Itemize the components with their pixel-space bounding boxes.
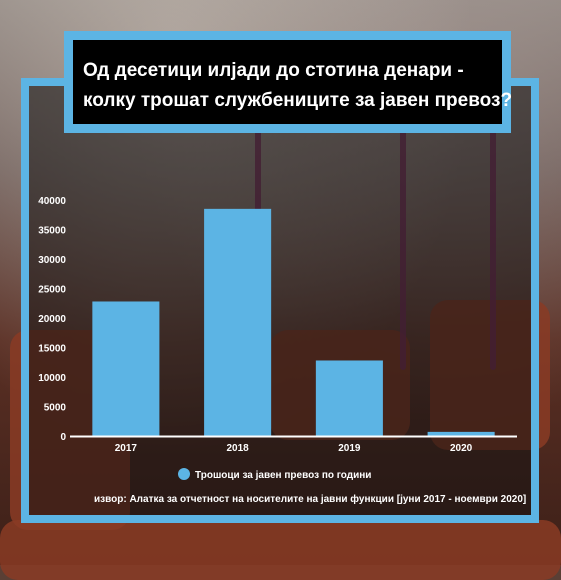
y-tick-label: 25000 [38, 285, 66, 296]
y-tick-label: 20000 [38, 314, 66, 325]
y-tick-label: 35000 [38, 226, 66, 237]
chart-panel [29, 86, 531, 515]
x-tick-label: 2018 [227, 443, 250, 454]
bar [92, 301, 160, 436]
bar [204, 208, 272, 436]
y-tick-label: 10000 [38, 373, 66, 384]
x-tick-label: 2019 [338, 443, 361, 454]
chart-title: Од десетици илјади до стотина денари - к… [73, 40, 513, 124]
x-tick-label: 2017 [115, 443, 138, 454]
bar [315, 360, 383, 436]
bar [427, 431, 495, 436]
y-tick-label: 5000 [44, 403, 67, 414]
x-tick-label: 2020 [450, 443, 473, 454]
title-box: Од десетици илјади до стотина денари - к… [64, 31, 513, 133]
y-tick-label: 40000 [38, 196, 66, 207]
legend-marker [178, 468, 190, 480]
title-line: колку трошат службениците за јавен прево… [83, 90, 513, 111]
source-note: извор: Алатка за отчетност на носителите… [94, 494, 527, 505]
title-line: Од десетици илјади до стотина денари - [83, 60, 464, 81]
y-tick-label: 30000 [38, 255, 66, 266]
legend-label: Трошоци за јавен превоз по години [195, 470, 371, 481]
y-tick-label: 0 [60, 432, 66, 443]
y-tick-label: 15000 [38, 344, 66, 355]
bar-chart: 0 5000 10000 15000 20000 25000 30000 35000 40000… [38, 196, 517, 481]
